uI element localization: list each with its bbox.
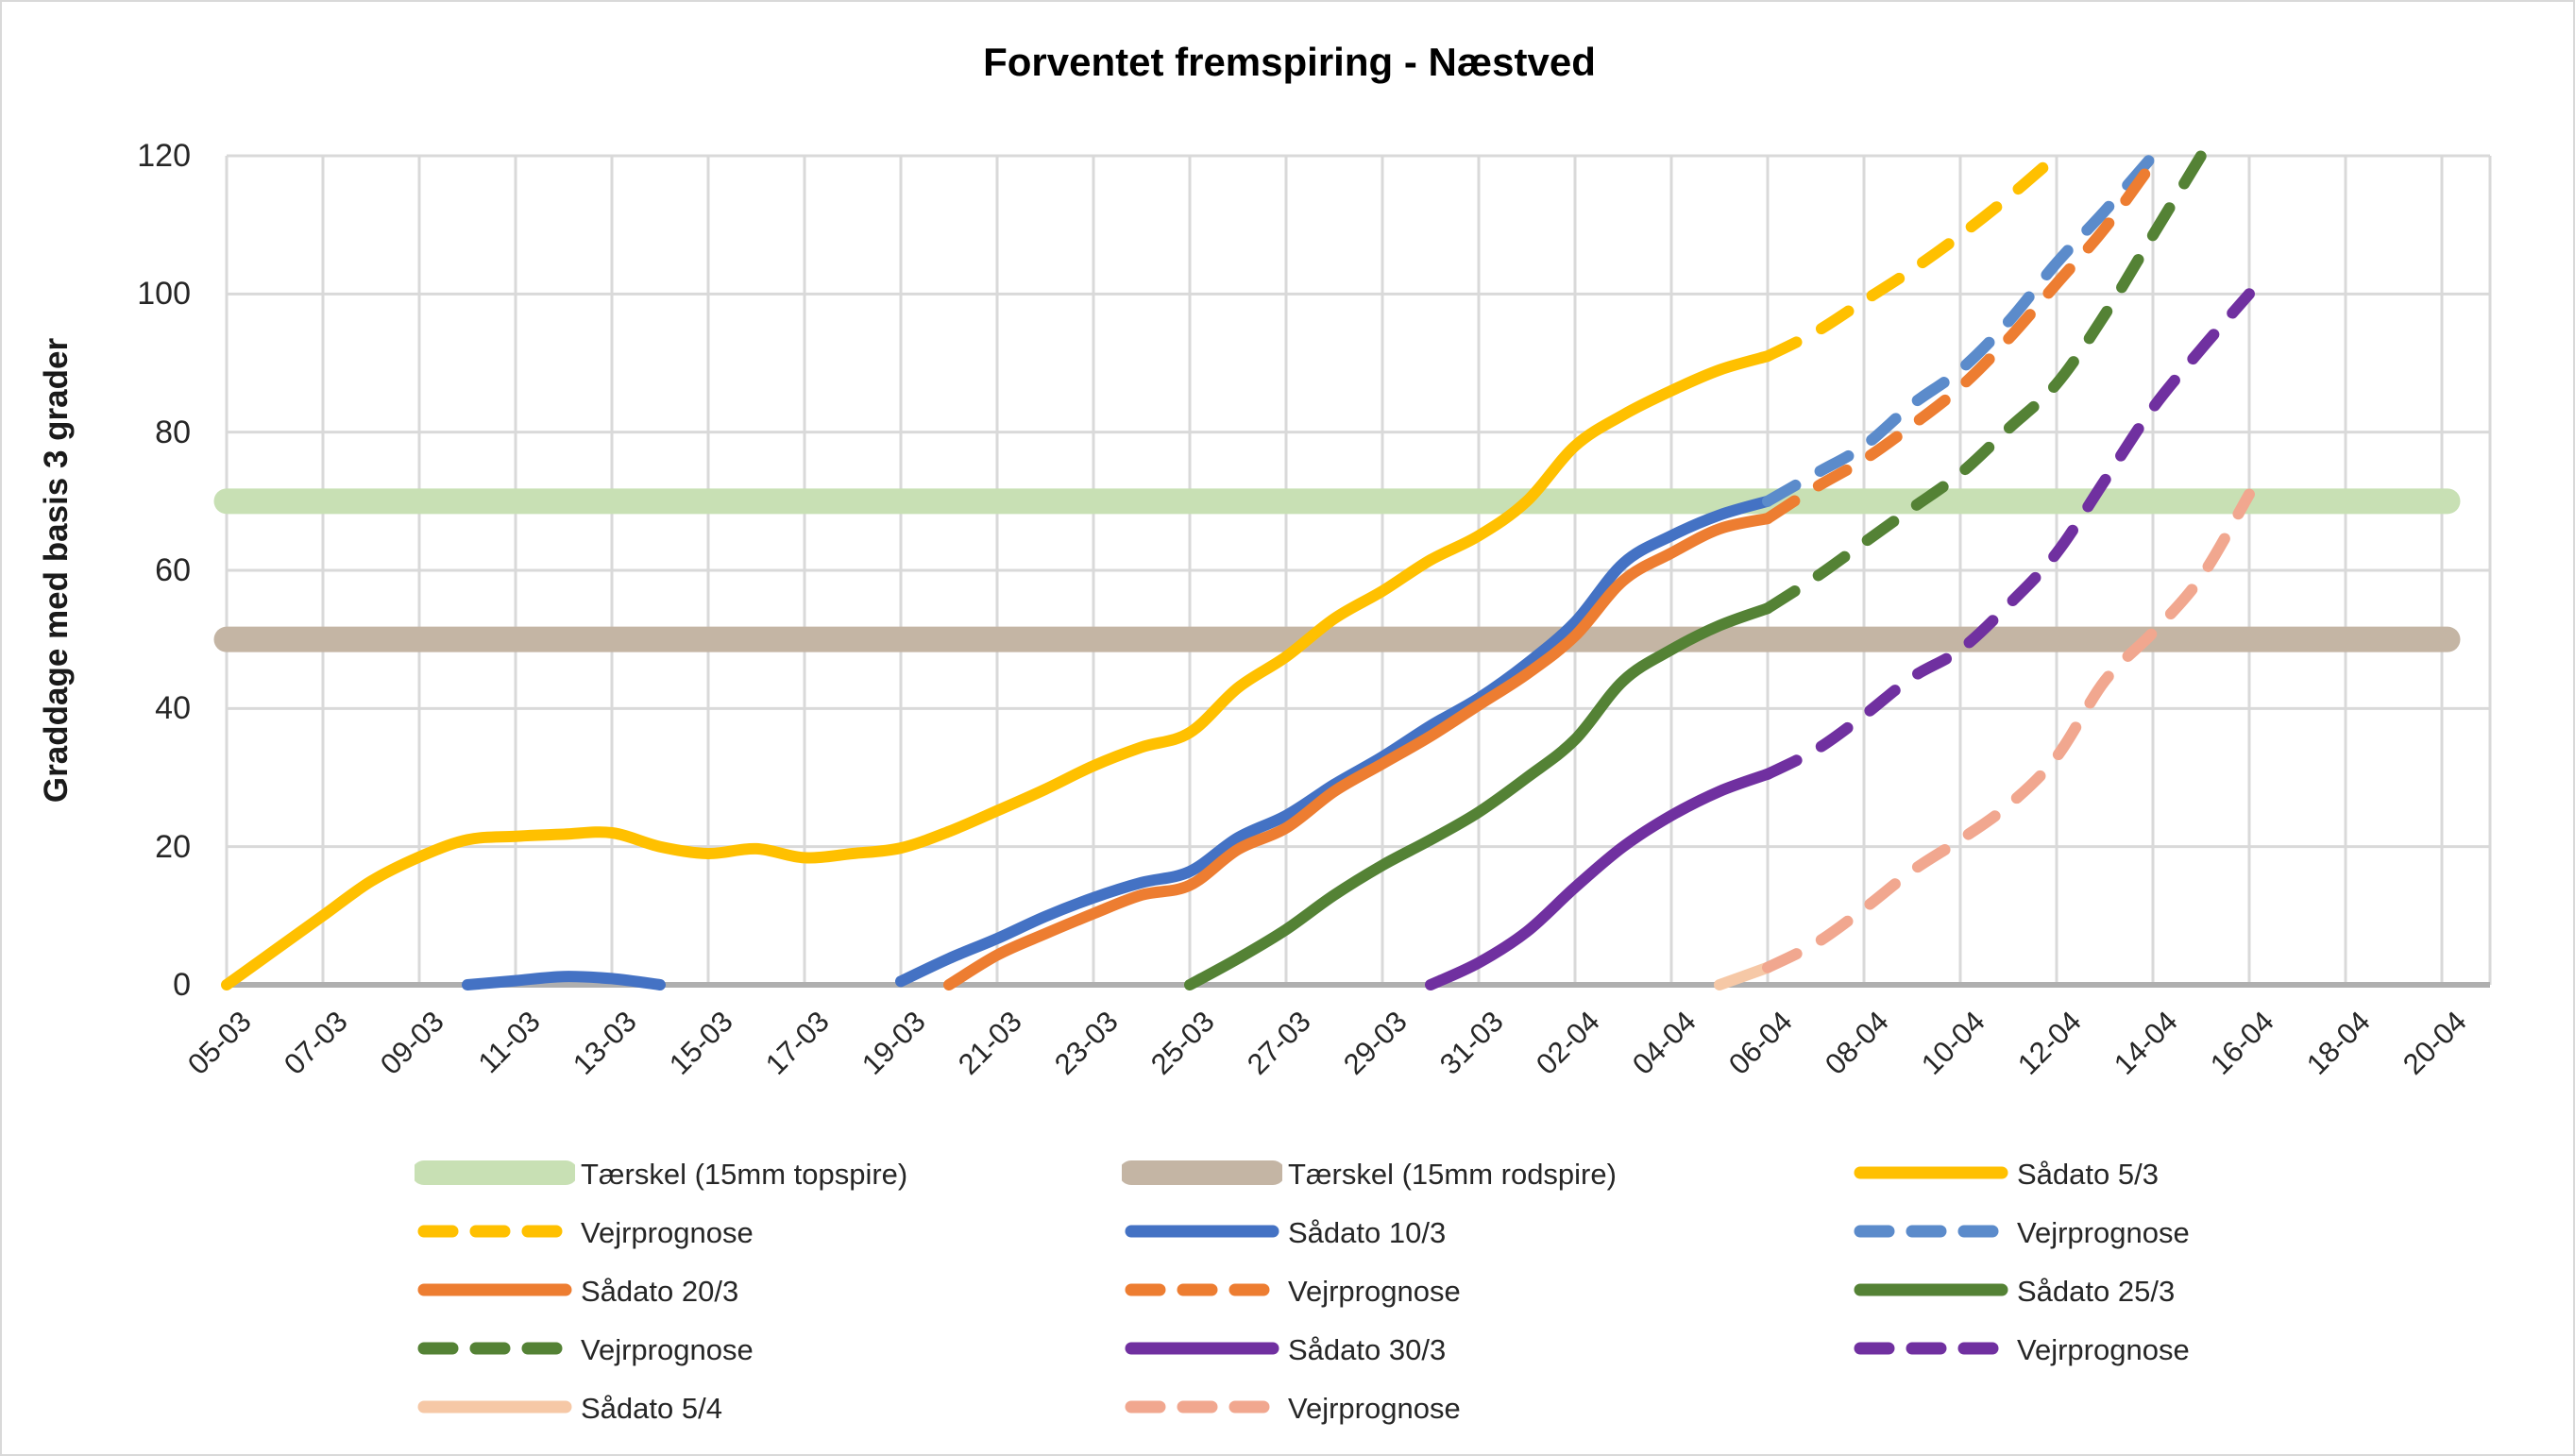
legend-label: Tærskel (15mm topspire) [581,1158,908,1191]
legend-swatch [415,1331,575,1370]
legend-label: Tærskel (15mm rodspire) [1288,1158,1617,1191]
legend-swatch [1851,1273,2011,1312]
legend-item: Sådato 10/3 [1122,1216,1851,1250]
legend-item: Tærskel (15mm topspire) [412,1156,1122,1194]
legend-item: Vejrprognose [1122,1392,1851,1426]
legend-label: Sådato 5/3 [2017,1158,2159,1191]
legend-item: Sådato 20/3 [415,1275,1122,1309]
legend-item: Vejrprognose [1851,1331,2573,1370]
legend-label: Vejrprognose [2017,1216,2190,1249]
solid-legend-swatch [417,1400,572,1413]
legend-swatch [412,1156,578,1194]
solid-legend-swatch [1125,1225,1279,1237]
dashed-legend-swatch [1854,1342,2008,1354]
legend-swatch [1122,1214,1282,1253]
legend-item: Sådato 30/3 [1122,1333,1851,1367]
legend-item: Sådato 25/3 [1851,1273,2573,1312]
chart-title: Forventet fremspiring - Næstved [983,40,1596,84]
legend-label: Sådato 30/3 [1288,1333,1447,1366]
legend-swatch [415,1214,575,1253]
legend-row: Tærskel (15mm topspire) Tærskel (15mm rod… [412,1156,2573,1194]
band-legend-swatch [412,1160,578,1185]
dashed-legend-swatch [417,1342,572,1354]
legend-item: Vejrprognose [1851,1214,2573,1253]
solid-legend-swatch [1125,1342,1279,1354]
legend-swatch [1851,1331,2011,1370]
y-tick-label: 0 [173,967,191,1003]
series-line-vejrprognose [1762,150,2159,507]
legend-swatch [1122,1331,1282,1370]
legend-label: Vejrprognose [2017,1333,2190,1366]
legend-label: Sådato 5/4 [581,1392,722,1425]
legend-swatch [415,1273,575,1312]
legend-row: Vejrprognose Sådato 30/3 Vejrprognose [415,1331,2573,1370]
dashed-legend-swatch [1854,1225,2008,1237]
y-tick-label: 100 [137,276,191,313]
legend-label: Sådato 25/3 [2017,1275,2176,1308]
legend-swatch [1851,1214,2011,1253]
legend-item: Vejrprognose [1122,1275,1851,1309]
legend-swatch [1851,1156,2011,1194]
solid-legend-swatch [1854,1166,2008,1178]
legend: Tærskel (15mm topspire) Tærskel (15mm rod… [412,1156,2573,1450]
y-tick-label: 60 [155,552,191,588]
y-tick-label: 80 [155,414,191,450]
legend-row: Sådato 20/3 Vejrprognose Sådato 25/3 [415,1273,2573,1312]
y-tick-label: 40 [155,690,191,727]
dashed-legend-swatch [1125,1400,1279,1413]
series-line-s-dato-10-3 [895,495,1773,988]
series-line-s-dato-5-3 [221,350,1773,990]
legend-item: Tærskel (15mm rodspire) [1119,1156,1851,1194]
legend-row: Vejrprognose Sådato 10/3 Vejrprognose [415,1214,2573,1253]
legend-label: Vejrprognose [1288,1392,1461,1425]
legend-label: Vejrprognose [581,1216,754,1249]
legend-swatch [415,1390,575,1429]
legend-item: Vejrprognose [415,1216,1122,1250]
series-line-vejrprognose [1762,157,2159,525]
legend-label: Vejrprognose [1288,1275,1461,1308]
series-line-vejrprognose [1762,488,2255,973]
series-line-s-dato-10-3 [462,971,666,990]
legend-swatch [1122,1273,1282,1312]
series-line-s-dato-20-3 [943,513,1773,990]
legend-item: Vejrprognose [415,1333,1122,1367]
series-line-s-dato-30-3 [1425,768,1773,990]
dashed-legend-swatch [1125,1283,1279,1295]
legend-swatch [1122,1390,1282,1429]
legend-row: Sådato 5/4 Vejrprognose [415,1392,2573,1426]
solid-legend-swatch [417,1283,572,1295]
legend-label: Sådato 10/3 [1288,1216,1447,1249]
band-legend-swatch [1119,1160,1285,1185]
series-line-vejrprognose [1762,150,2207,615]
dashed-legend-swatch [417,1225,572,1237]
series-line-s-dato-25-3 [1184,602,1773,990]
legend-label: Vejrprognose [581,1333,754,1366]
y-tick-label: 20 [155,828,191,865]
legend-item: Sådato 5/3 [1851,1156,2573,1194]
solid-legend-swatch [1854,1283,2008,1295]
series-line-vejrprognose [1762,288,2255,780]
legend-swatch [1119,1156,1285,1194]
legend-label: Sådato 20/3 [581,1275,739,1308]
y-tick-label: 120 [137,138,191,174]
legend-item: Sådato 5/4 [415,1392,1122,1426]
